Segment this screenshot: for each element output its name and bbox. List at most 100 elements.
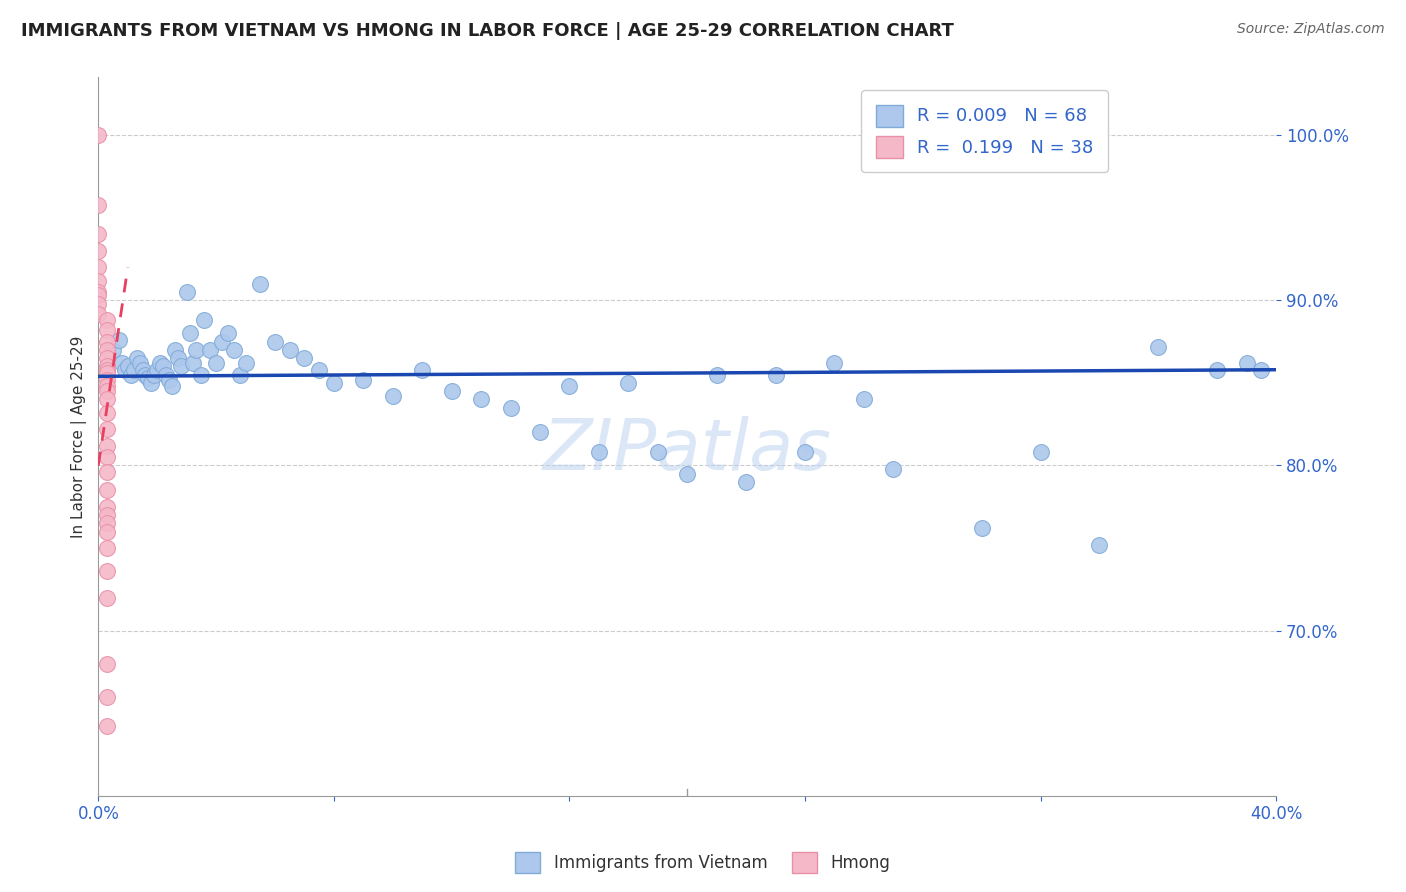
Point bbox=[193, 313, 215, 327]
Point bbox=[160, 379, 183, 393]
Point bbox=[125, 351, 148, 366]
Point bbox=[308, 362, 330, 376]
Point bbox=[87, 244, 110, 258]
Point bbox=[558, 379, 581, 393]
Point bbox=[96, 323, 118, 337]
Point bbox=[141, 376, 163, 390]
Point bbox=[96, 359, 118, 374]
Point bbox=[138, 371, 160, 385]
Point bbox=[96, 406, 118, 420]
Point bbox=[294, 351, 316, 366]
Point bbox=[96, 516, 118, 531]
Point bbox=[765, 368, 787, 382]
Point bbox=[1250, 362, 1272, 376]
Point bbox=[96, 439, 118, 453]
Point bbox=[114, 362, 136, 376]
Point bbox=[617, 376, 640, 390]
Point bbox=[87, 274, 110, 288]
Point bbox=[111, 356, 134, 370]
Point bbox=[96, 366, 118, 380]
Point bbox=[96, 465, 118, 479]
Point bbox=[128, 356, 150, 370]
Point bbox=[96, 384, 118, 399]
Point bbox=[96, 422, 118, 436]
Point bbox=[852, 392, 875, 407]
Point bbox=[676, 467, 699, 481]
Point bbox=[152, 359, 174, 374]
Point bbox=[176, 285, 198, 299]
Point bbox=[211, 334, 233, 349]
Point bbox=[96, 379, 118, 393]
Point bbox=[163, 343, 186, 357]
Point bbox=[157, 373, 180, 387]
Point bbox=[96, 657, 118, 671]
Point bbox=[96, 541, 118, 555]
Point bbox=[131, 362, 153, 376]
Point bbox=[411, 362, 433, 376]
Point bbox=[1088, 538, 1111, 552]
Point bbox=[352, 373, 374, 387]
Point bbox=[96, 500, 118, 514]
Point bbox=[499, 401, 522, 415]
Point bbox=[181, 356, 204, 370]
Text: Source: ZipAtlas.com: Source: ZipAtlas.com bbox=[1237, 22, 1385, 37]
Point bbox=[706, 368, 728, 382]
Point bbox=[170, 359, 193, 374]
Point bbox=[249, 277, 271, 291]
Point bbox=[235, 356, 257, 370]
Point bbox=[96, 343, 118, 357]
Point bbox=[735, 475, 758, 489]
Point bbox=[184, 343, 207, 357]
Point bbox=[96, 690, 118, 704]
Y-axis label: In Labor Force | Age 25-29: In Labor Force | Age 25-29 bbox=[72, 335, 87, 538]
Point bbox=[205, 356, 228, 370]
Point bbox=[87, 285, 110, 299]
Point bbox=[1029, 445, 1052, 459]
Text: ZIPatlas: ZIPatlas bbox=[543, 417, 832, 485]
Point bbox=[588, 445, 610, 459]
Point bbox=[120, 368, 142, 382]
Point bbox=[87, 296, 110, 310]
Point bbox=[222, 343, 245, 357]
Point bbox=[87, 260, 110, 275]
Point bbox=[794, 445, 817, 459]
Point bbox=[1147, 340, 1170, 354]
Point bbox=[970, 521, 993, 535]
Point bbox=[96, 334, 118, 349]
Point bbox=[96, 450, 118, 465]
Point bbox=[96, 483, 118, 498]
Point bbox=[87, 288, 110, 302]
Point bbox=[96, 392, 118, 407]
Point bbox=[529, 425, 551, 440]
Point bbox=[149, 356, 172, 370]
Point bbox=[166, 351, 188, 366]
Point bbox=[96, 508, 118, 522]
Legend: R = 0.009   N = 68, R =  0.199   N = 38: R = 0.009 N = 68, R = 0.199 N = 38 bbox=[862, 90, 1108, 172]
Point bbox=[823, 356, 845, 370]
Point bbox=[87, 197, 110, 211]
Point bbox=[87, 128, 110, 143]
Point bbox=[96, 524, 118, 539]
Point bbox=[101, 343, 124, 357]
Point bbox=[264, 334, 287, 349]
Legend: Immigrants from Vietnam, Hmong: Immigrants from Vietnam, Hmong bbox=[509, 846, 897, 880]
Point bbox=[117, 359, 139, 374]
Point bbox=[143, 368, 166, 382]
Point bbox=[470, 392, 492, 407]
Point bbox=[122, 362, 145, 376]
Point bbox=[96, 591, 118, 605]
Point bbox=[217, 326, 239, 341]
Text: IMMIGRANTS FROM VIETNAM VS HMONG IN LABOR FORCE | AGE 25-29 CORRELATION CHART: IMMIGRANTS FROM VIETNAM VS HMONG IN LABO… bbox=[21, 22, 953, 40]
Point bbox=[96, 373, 118, 387]
Point bbox=[1206, 362, 1229, 376]
Point bbox=[278, 343, 301, 357]
Point bbox=[155, 368, 177, 382]
Point bbox=[882, 462, 904, 476]
Point bbox=[440, 384, 463, 399]
Point bbox=[200, 343, 222, 357]
Point bbox=[134, 368, 156, 382]
Point bbox=[190, 368, 212, 382]
Point bbox=[1236, 356, 1258, 370]
Point bbox=[96, 564, 118, 578]
Point bbox=[96, 351, 118, 366]
